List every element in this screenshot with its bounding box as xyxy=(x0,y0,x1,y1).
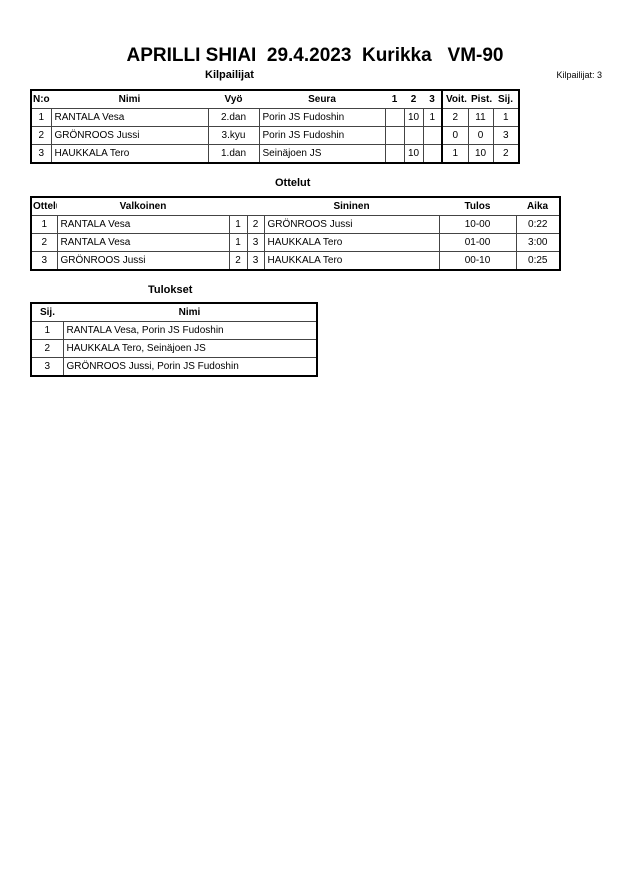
column-header: Voit. xyxy=(442,90,468,109)
table-cell: RANTALA Vesa xyxy=(56,215,230,234)
table-cell: 1 xyxy=(30,108,52,127)
competitors-count: Kilpailijat: 3 xyxy=(556,70,602,80)
column-header xyxy=(247,197,264,216)
table-cell: 10 xyxy=(403,144,424,164)
table-cell: 2 xyxy=(30,126,52,145)
column-header: Sininen xyxy=(264,197,439,216)
table-cell: 3 xyxy=(30,251,58,271)
table-cell: 1 xyxy=(228,233,248,252)
table-cell: 10 xyxy=(467,144,494,164)
table-cell: 2 xyxy=(441,108,469,127)
table-cell: 1 xyxy=(228,215,248,234)
column-header: Tulos xyxy=(439,197,516,216)
table-cell: 11 xyxy=(467,108,494,127)
table-cell: 1 xyxy=(30,215,58,234)
table-cell: 3 xyxy=(246,233,265,252)
table-cell: 1 xyxy=(30,321,64,340)
table-cell: 2 xyxy=(228,251,248,271)
table-cell: 01-00 xyxy=(438,233,517,252)
table-cell: 0:25 xyxy=(515,251,561,271)
matches-heading: Ottelut xyxy=(275,177,311,189)
table-row: 3 GRÖNROOS Jussi 2 3 HAUKKALA Tero 00-10 0:25 xyxy=(30,251,561,271)
table-cell xyxy=(384,108,405,127)
table-cell: 3 xyxy=(246,251,265,271)
table-cell: RANTALA Vesa xyxy=(56,233,230,252)
table-row: 1 RANTALA Vesa, Porin JS Fudoshin xyxy=(30,321,318,340)
table-cell: 3:00 xyxy=(515,233,561,252)
competitors-table: N:o Nimi Vyö Seura 1 2 3 Voit. Pist. Sij. 1 RANTALA… xyxy=(30,89,520,164)
table-row: 2 GRÖNROOS Jussi 3.kyu Porin JS Fudoshin 0 0 3 xyxy=(30,126,520,145)
table-cell: GRÖNROOS Jussi xyxy=(56,251,230,271)
column-header: Nimi xyxy=(51,90,208,109)
table-cell xyxy=(422,144,443,164)
column-header: N:o xyxy=(31,90,51,109)
table-cell: Porin JS Fudoshin xyxy=(258,108,386,127)
table-cell: 2 xyxy=(30,233,58,252)
table-cell: Porin JS Fudoshin xyxy=(258,126,386,145)
table-row: 3 HAUKKALA Tero 1.dan Seinäjoen JS 10 1 10 2 xyxy=(30,144,520,164)
column-header: Nimi xyxy=(63,303,317,322)
column-header: Aika xyxy=(516,197,560,216)
table-cell: 3.kyu xyxy=(207,126,260,145)
table-cell: GRÖNROOS Jussi xyxy=(50,126,209,145)
table-cell: RANTALA Vesa xyxy=(50,108,209,127)
column-header: Valkoinen xyxy=(57,197,229,216)
table-cell: GRÖNROOS Jussi, Porin JS Fudoshin xyxy=(62,357,318,377)
table-row: 2 HAUKKALA Tero, Seinäjoen JS xyxy=(30,339,318,358)
table-cell xyxy=(403,126,424,145)
results-table: Sij. Nimi 1 RANTALA Vesa, Porin JS Fudoshin… xyxy=(30,302,318,377)
table-cell: 0:22 xyxy=(515,215,561,234)
column-header: 2 xyxy=(404,90,423,109)
column-header: 1 xyxy=(385,90,404,109)
table-cell: HAUKKALA Tero xyxy=(50,144,209,164)
table-cell: 00-10 xyxy=(438,251,517,271)
table-cell: GRÖNROOS Jussi xyxy=(263,215,440,234)
column-header: Sij. xyxy=(31,303,63,322)
table-cell: 1 xyxy=(492,108,520,127)
table-cell: RANTALA Vesa, Porin JS Fudoshin xyxy=(62,321,318,340)
table-cell: HAUKKALA Tero, Seinäjoen JS xyxy=(62,339,318,358)
competitors-heading: Kilpailijat xyxy=(205,69,254,81)
table-row: 1 RANTALA Vesa 2.dan Porin JS Fudoshin 10 1 2 1… xyxy=(30,108,520,127)
table-cell: 1 xyxy=(422,108,443,127)
table-row: 3 GRÖNROOS Jussi, Porin JS Fudoshin xyxy=(30,357,318,377)
header-row: Sij. Nimi xyxy=(31,303,317,322)
table-cell xyxy=(422,126,443,145)
table-cell: 1.dan xyxy=(207,144,260,164)
table-cell: 3 xyxy=(492,126,520,145)
table-cell: 2 xyxy=(246,215,265,234)
results-heading: Tulokset xyxy=(148,284,193,296)
table-cell xyxy=(384,126,405,145)
table-cell: 0 xyxy=(441,126,469,145)
column-header: Ottelu xyxy=(31,197,57,216)
column-header: Sij. xyxy=(493,90,519,109)
table-row: 1 RANTALA Vesa 1 2 GRÖNROOS Jussi 10-00 0:22 xyxy=(30,215,561,234)
column-header: Seura xyxy=(259,90,385,109)
page-title: APRILLI SHIAI 29.4.2023 Kurikka VM-90 xyxy=(126,45,504,66)
table-cell: 3 xyxy=(30,357,64,377)
table-row: 2 RANTALA Vesa 1 3 HAUKKALA Tero 01-00 3:00 xyxy=(30,233,561,252)
column-header: Pist. xyxy=(468,90,493,109)
table-cell: 3 xyxy=(30,144,52,164)
table-cell: 2 xyxy=(492,144,520,164)
column-header: Vyö xyxy=(208,90,259,109)
column-header: 3 xyxy=(423,90,443,109)
table-cell: 10-00 xyxy=(438,215,517,234)
table-cell: HAUKKALA Tero xyxy=(263,251,440,271)
table-cell: 2 xyxy=(30,339,64,358)
table-cell: HAUKKALA Tero xyxy=(263,233,440,252)
column-header xyxy=(229,197,247,216)
table-cell: 0 xyxy=(467,126,494,145)
header-row: N:o Nimi Vyö Seura 1 2 3 Voit. Pist. Sij. xyxy=(31,90,519,109)
table-cell: Seinäjoen JS xyxy=(258,144,386,164)
table-cell: 1 xyxy=(441,144,469,164)
table-cell: 10 xyxy=(403,108,424,127)
table-cell xyxy=(384,144,405,164)
table-cell: 2.dan xyxy=(207,108,260,127)
